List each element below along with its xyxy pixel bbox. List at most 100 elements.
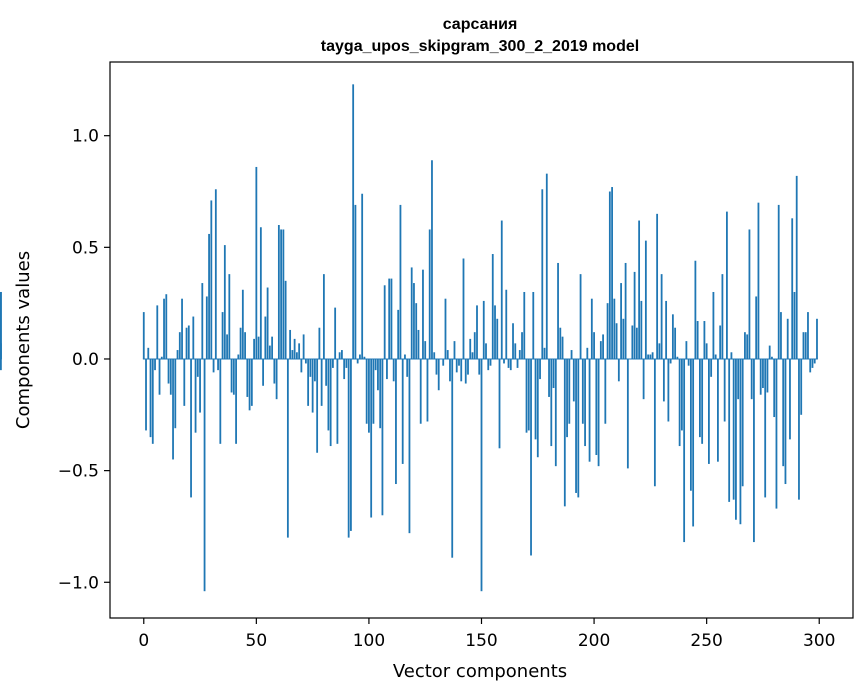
bar-97: [361, 193, 364, 359]
bar-32: [214, 189, 217, 359]
bar-271: [753, 358, 755, 543]
bar-76: [313, 358, 316, 382]
bar-194: [579, 274, 582, 359]
bar-93: [352, 84, 355, 359]
bar-222: [642, 358, 645, 400]
bar-165: [514, 343, 517, 359]
bar-191: [572, 358, 575, 402]
bar-249: [703, 321, 706, 359]
bar-2: [147, 347, 150, 359]
bar-168: [521, 332, 523, 359]
bar-153: [487, 358, 490, 371]
bar-251: [708, 358, 710, 464]
bar-280: [773, 358, 776, 418]
bar-233: [667, 358, 670, 422]
bar-28: [205, 296, 208, 359]
bar-78: [318, 327, 321, 359]
x-tick-label: 300: [803, 631, 835, 651]
bar-276: [764, 358, 767, 498]
bar-173: [532, 291, 535, 359]
bar-182: [552, 358, 555, 389]
bar-144: [467, 358, 469, 375]
bar-8: [160, 356, 163, 359]
bar-161: [505, 289, 508, 359]
bar-133: [442, 358, 445, 366]
bar-155: [491, 254, 494, 359]
bar-31: [212, 358, 215, 373]
bar-86: [336, 358, 339, 444]
bar-85: [334, 307, 337, 359]
bar-117: [406, 358, 409, 377]
x-tick-label: 0: [138, 631, 149, 651]
bar-116: [404, 354, 406, 359]
bar-293: [802, 332, 805, 359]
bar-232: [665, 300, 668, 359]
bar-278: [768, 345, 771, 359]
bar-68: [295, 352, 298, 359]
bar-281: [775, 358, 778, 509]
bar-291: [798, 358, 800, 500]
bar-147: [473, 332, 476, 359]
bar-217: [631, 325, 634, 359]
bar-254: [714, 354, 717, 359]
bar-164: [512, 323, 514, 359]
bar-82: [327, 358, 330, 431]
bar-228: [656, 213, 659, 359]
bar-undefined: [0, 358, 2, 371]
bar-219: [635, 327, 638, 359]
bar-16: [178, 332, 181, 359]
bar-undefined: [0, 358, 2, 360]
y-tick-label: 1.0: [72, 127, 99, 147]
bar-91: [347, 358, 350, 538]
bar-96: [359, 354, 361, 359]
bar-275: [762, 358, 764, 389]
bar-167: [518, 350, 521, 359]
bar-62: [282, 229, 285, 359]
bar-123: [419, 358, 422, 424]
bar-185: [559, 327, 562, 359]
bar-127: [428, 229, 431, 359]
bar-274: [759, 358, 762, 395]
bar-259: [726, 211, 728, 359]
bar-258: [723, 358, 726, 422]
bar-50: [255, 166, 258, 359]
bar-60: [277, 225, 280, 359]
bar-279: [771, 356, 773, 359]
bar-17: [181, 298, 183, 359]
bar-227: [653, 358, 656, 487]
bar-241: [685, 341, 688, 359]
bar-73: [307, 358, 310, 406]
bar-255: [717, 358, 719, 462]
bar-47: [248, 358, 251, 411]
bar-119: [410, 267, 413, 359]
bar-115: [401, 358, 404, 464]
bar-209: [613, 298, 616, 359]
bar-105: [379, 358, 382, 429]
bar-15: [176, 350, 179, 359]
bar-49: [253, 338, 255, 359]
bar-77: [316, 358, 319, 453]
bar-72: [304, 358, 307, 364]
bar-264: [737, 358, 740, 400]
bar-11: [167, 358, 170, 384]
bar-184: [557, 262, 559, 359]
bar-190: [570, 350, 573, 359]
bar-286: [786, 318, 789, 359]
bar-84: [332, 358, 334, 368]
bar-107: [383, 285, 386, 359]
bar-33: [217, 358, 219, 371]
bar-181: [550, 358, 553, 447]
bar-114: [399, 204, 402, 359]
bar-156: [494, 305, 496, 359]
bar-151: [482, 300, 485, 359]
bar-99: [365, 358, 368, 424]
bar-166: [516, 358, 519, 368]
bar-247: [699, 358, 701, 438]
bar-196: [584, 358, 586, 447]
bar-223: [644, 240, 647, 359]
bar-296: [809, 358, 812, 373]
bar-118: [408, 358, 411, 534]
bar-154: [489, 358, 492, 366]
bar-248: [701, 358, 704, 444]
bar-202: [597, 358, 600, 467]
